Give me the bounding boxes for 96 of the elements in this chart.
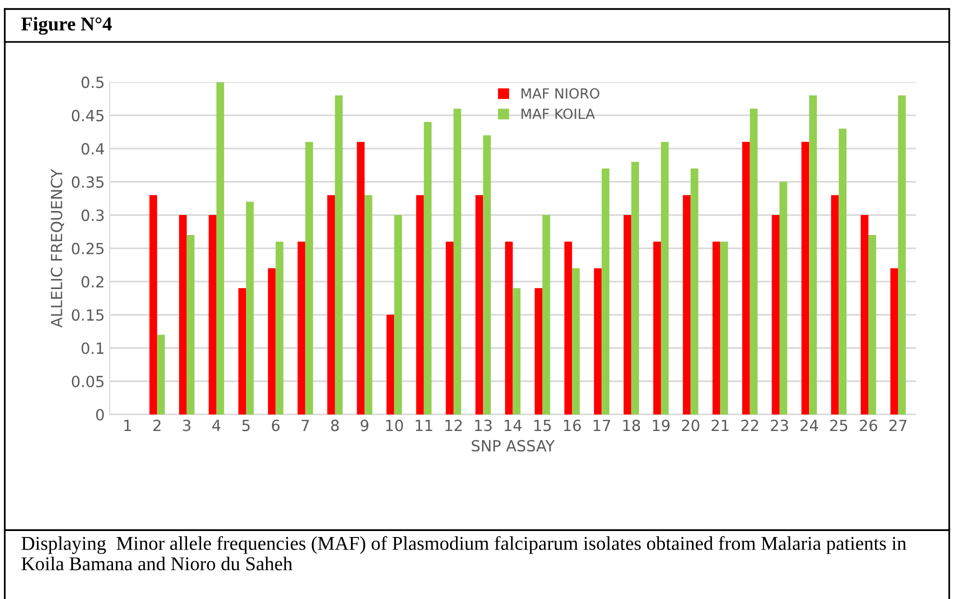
x-tick-label: 3 bbox=[183, 420, 190, 432]
bar bbox=[246, 202, 254, 415]
x-tick-label: 11 bbox=[416, 420, 432, 431]
bar bbox=[512, 288, 520, 415]
bar bbox=[149, 195, 158, 415]
bar bbox=[416, 195, 424, 415]
y-tick-label: 0.05 bbox=[72, 376, 104, 388]
y-axis-title: ALLELIC FREQUENCY bbox=[50, 168, 64, 328]
y-tick-label: 0.15 bbox=[72, 309, 104, 321]
bar bbox=[860, 215, 868, 415]
bar bbox=[186, 234, 194, 415]
bar bbox=[483, 135, 491, 415]
bar bbox=[594, 268, 602, 415]
bar bbox=[216, 82, 224, 415]
x-tick-label: 24 bbox=[800, 420, 818, 431]
bar bbox=[298, 242, 306, 415]
y-tick-label: 0.25 bbox=[72, 242, 104, 254]
bar bbox=[653, 242, 661, 415]
bar bbox=[801, 142, 810, 415]
bar bbox=[564, 242, 572, 415]
bar bbox=[238, 288, 246, 415]
bar bbox=[572, 268, 580, 415]
x-tick-label: 8 bbox=[331, 420, 339, 432]
x-tick-label: 14 bbox=[504, 420, 522, 431]
bar bbox=[780, 182, 788, 415]
chart-title: Figure N°4 bbox=[21, 16, 112, 35]
x-tick-label: 26 bbox=[860, 420, 878, 432]
bar bbox=[268, 268, 276, 415]
bar bbox=[305, 142, 314, 415]
bar bbox=[364, 195, 372, 415]
bar bbox=[898, 95, 906, 415]
y-tick-label: 0.35 bbox=[72, 176, 104, 188]
y-tick-label: 0.3 bbox=[82, 210, 104, 222]
bar bbox=[334, 95, 343, 415]
bar bbox=[157, 334, 165, 415]
bar bbox=[542, 215, 550, 415]
x-tick-label: 17 bbox=[594, 420, 610, 431]
x-tick-label: 27 bbox=[889, 420, 906, 431]
y-tick-label: 0.45 bbox=[72, 110, 104, 122]
x-tick-label: 25 bbox=[830, 420, 848, 432]
bar bbox=[742, 142, 750, 415]
x-tick-label: 21 bbox=[712, 420, 729, 431]
x-tick-label: 10 bbox=[386, 420, 403, 432]
bar bbox=[394, 215, 402, 415]
bar bbox=[505, 242, 513, 415]
bar bbox=[720, 242, 728, 415]
x-tick-label: 18 bbox=[623, 420, 640, 432]
y-tick-label: 0.4 bbox=[82, 143, 104, 155]
x-tick-label: 1 bbox=[124, 420, 131, 431]
y-tick-label: 0.1 bbox=[82, 342, 104, 354]
x-axis-title: SNP ASSAY bbox=[472, 440, 555, 452]
x-tick-label: 20 bbox=[682, 420, 700, 432]
bar bbox=[690, 168, 698, 415]
bar bbox=[631, 162, 640, 415]
x-tick-label: 7 bbox=[302, 420, 309, 431]
x-tick-label: 16 bbox=[564, 420, 581, 432]
x-tick-label: 5 bbox=[242, 420, 250, 432]
legend-label: MAF NIORO bbox=[522, 88, 600, 99]
bar bbox=[327, 195, 335, 415]
bar bbox=[424, 122, 432, 415]
x-tick-label: 12 bbox=[445, 420, 462, 431]
bar bbox=[356, 142, 365, 415]
bar bbox=[208, 215, 216, 415]
y-tick-label: 0 bbox=[96, 408, 104, 421]
bar bbox=[624, 215, 632, 415]
x-tick-label: 22 bbox=[741, 420, 758, 431]
bar bbox=[660, 142, 669, 415]
bar bbox=[831, 195, 839, 415]
bar bbox=[446, 242, 454, 415]
y-tick-label: 0.2 bbox=[82, 276, 104, 288]
x-tick-label: 4 bbox=[212, 420, 220, 431]
bar bbox=[890, 268, 898, 415]
bar bbox=[386, 314, 394, 415]
bar bbox=[534, 288, 542, 415]
bar bbox=[179, 215, 187, 415]
bar bbox=[868, 234, 876, 415]
bar bbox=[809, 95, 817, 415]
bar bbox=[682, 195, 691, 415]
legend-label: MAF KOILA bbox=[522, 108, 595, 120]
bar bbox=[276, 242, 284, 415]
x-tick-label: 6 bbox=[272, 420, 280, 432]
x-tick-label: 9 bbox=[360, 420, 368, 432]
bar bbox=[454, 108, 462, 415]
bar bbox=[475, 195, 484, 415]
bar bbox=[772, 215, 780, 415]
x-tick-label: 13 bbox=[475, 420, 492, 432]
y-tick-label: 0.5 bbox=[82, 76, 104, 88]
x-tick-label: 15 bbox=[534, 420, 551, 432]
bar bbox=[838, 128, 846, 415]
bar bbox=[750, 108, 758, 415]
bar bbox=[602, 168, 610, 415]
x-tick-label: 23 bbox=[770, 420, 788, 432]
bar bbox=[712, 242, 720, 415]
x-tick-label: 19 bbox=[652, 420, 670, 432]
x-tick-label: 2 bbox=[153, 420, 160, 431]
text: Displaying Minor allele frequencies (MAF) of Plasmodium falciparum isolates obtained from Malaria patients in Koila Bamana and Nioro du Saheh bbox=[22, 536, 906, 570]
